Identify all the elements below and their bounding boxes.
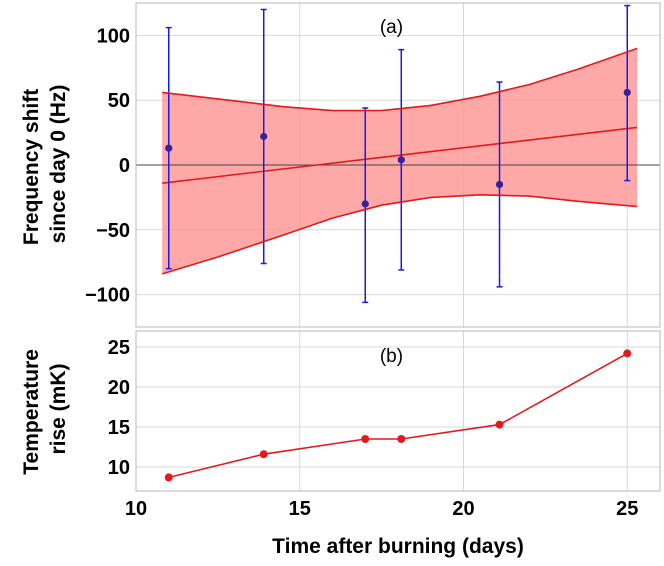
panel-b-temperature: 10 15 20 25 10 15 20 25 (b) Temperature rise (… [20, 330, 661, 558]
x-tick-label: 10 [125, 498, 147, 520]
panel-a-frame [135, 2, 661, 328]
panel-a-y-tick-labels: −100 −50 0 50 100 [85, 25, 130, 306]
panel-b-y-axis-label: Temperature rise (mK) [20, 343, 70, 475]
panel-a-ylabel-line1: Frequency shift [20, 89, 43, 245]
x-tick-label: 25 [616, 498, 638, 520]
panel-b-label: (b) [380, 346, 403, 367]
data-point [397, 156, 405, 164]
x-tick-label: 15 [289, 498, 311, 520]
panel-b-ylabel-line2: rise (mK) [47, 363, 70, 454]
data-point [623, 88, 631, 97]
y-tick-label: 25 [108, 337, 130, 359]
data-points [165, 88, 631, 208]
data-point [165, 144, 173, 152]
panel-a-ylabel-line2: since day 0 (Hz) [47, 85, 70, 244]
y-tick-label: 50 [108, 90, 130, 112]
y-tick-label: 20 [108, 377, 130, 399]
temperature-point [495, 420, 504, 429]
temperature-point [361, 435, 370, 443]
data-point [361, 200, 369, 208]
data-point [495, 180, 504, 189]
y-tick-label: 10 [108, 457, 130, 479]
panel-b-y-tick-labels: 10 15 20 25 [108, 337, 130, 479]
temperature-line [168, 352, 628, 479]
x-tick-labels: 10 15 20 25 [125, 498, 639, 520]
panel-b-ylabel-line1: Temperature [20, 349, 43, 475]
temperature-point [623, 349, 632, 358]
y-tick-label: 100 [97, 25, 130, 47]
y-tick-label: −50 [96, 220, 130, 242]
band-upper-edge [162, 47, 638, 112]
panel-b-grid [135, 331, 660, 491]
y-tick-label: 15 [108, 417, 130, 439]
temperature-points [164, 349, 632, 482]
data-point [260, 132, 268, 141]
fit-line [162, 126, 638, 184]
temperature-point [259, 450, 268, 459]
x-tick-label: 20 [452, 498, 474, 520]
panel-a-frequency-shift: −100 −50 0 50 100 (a) Frequency shift since … [20, 2, 661, 328]
band-lower-edge [161, 193, 638, 275]
temperature-point [164, 473, 173, 482]
panel-b-frame [135, 330, 661, 492]
temperature-point [397, 435, 406, 443]
panel-a-label: (a) [380, 17, 403, 38]
x-axis-label: Time after burning (days) [272, 535, 524, 558]
panel-a-y-axis-label: Frequency shift since day 0 (Hz) [20, 83, 70, 245]
y-tick-label: −100 [85, 285, 130, 307]
y-tick-label: 0 [119, 155, 130, 177]
